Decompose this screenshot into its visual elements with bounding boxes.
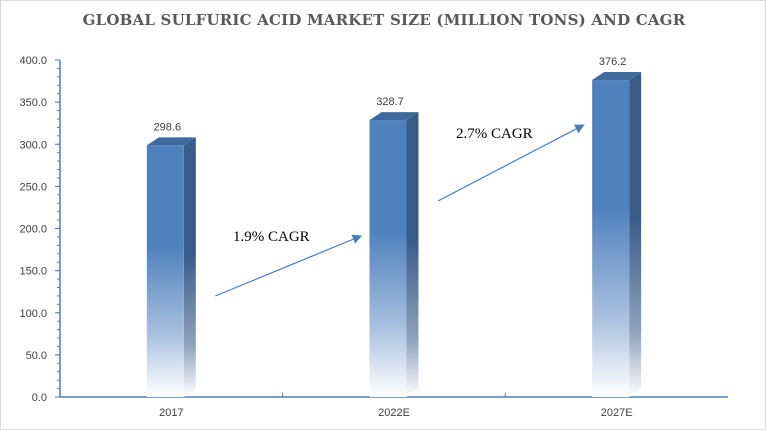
cagr-arrow (437, 124, 585, 202)
bar-side (406, 112, 419, 397)
y-tick-label: 0.0 (32, 392, 47, 404)
bar-top (369, 112, 419, 121)
y-tick-label: 250.0 (19, 181, 47, 193)
x-tick-label: 2027E (601, 407, 633, 419)
cagr-label: 2.7% CAGR (456, 126, 533, 142)
x-tick-label: 2017 (159, 407, 183, 419)
y-tick-label: 400.0 (19, 55, 47, 67)
y-tick-label: 200.0 (19, 224, 47, 236)
bar-top (592, 72, 642, 81)
bar (592, 80, 630, 397)
y-tick-label: 150.0 (19, 266, 47, 278)
bar (369, 120, 407, 397)
bar (146, 145, 184, 397)
cagr-arrow (215, 234, 363, 297)
chart-title: GLOBAL SULFURIC ACID MARKET SIZE (MILLIO… (82, 11, 686, 29)
bar-side (183, 137, 196, 397)
bar-top (146, 137, 196, 146)
data-label: 298.6 (154, 121, 182, 133)
y-tick-label: 350.0 (19, 97, 47, 109)
cagr-label: 1.9% CAGR (233, 229, 310, 245)
y-tick-label: 50.0 (26, 350, 47, 362)
data-label: 376.2 (599, 56, 627, 68)
x-tick-label: 2022E (378, 407, 410, 419)
y-tick-label: 300.0 (19, 139, 47, 151)
bar-side (629, 72, 642, 397)
y-tick-label: 100.0 (19, 308, 47, 320)
data-label: 328.7 (376, 96, 404, 108)
